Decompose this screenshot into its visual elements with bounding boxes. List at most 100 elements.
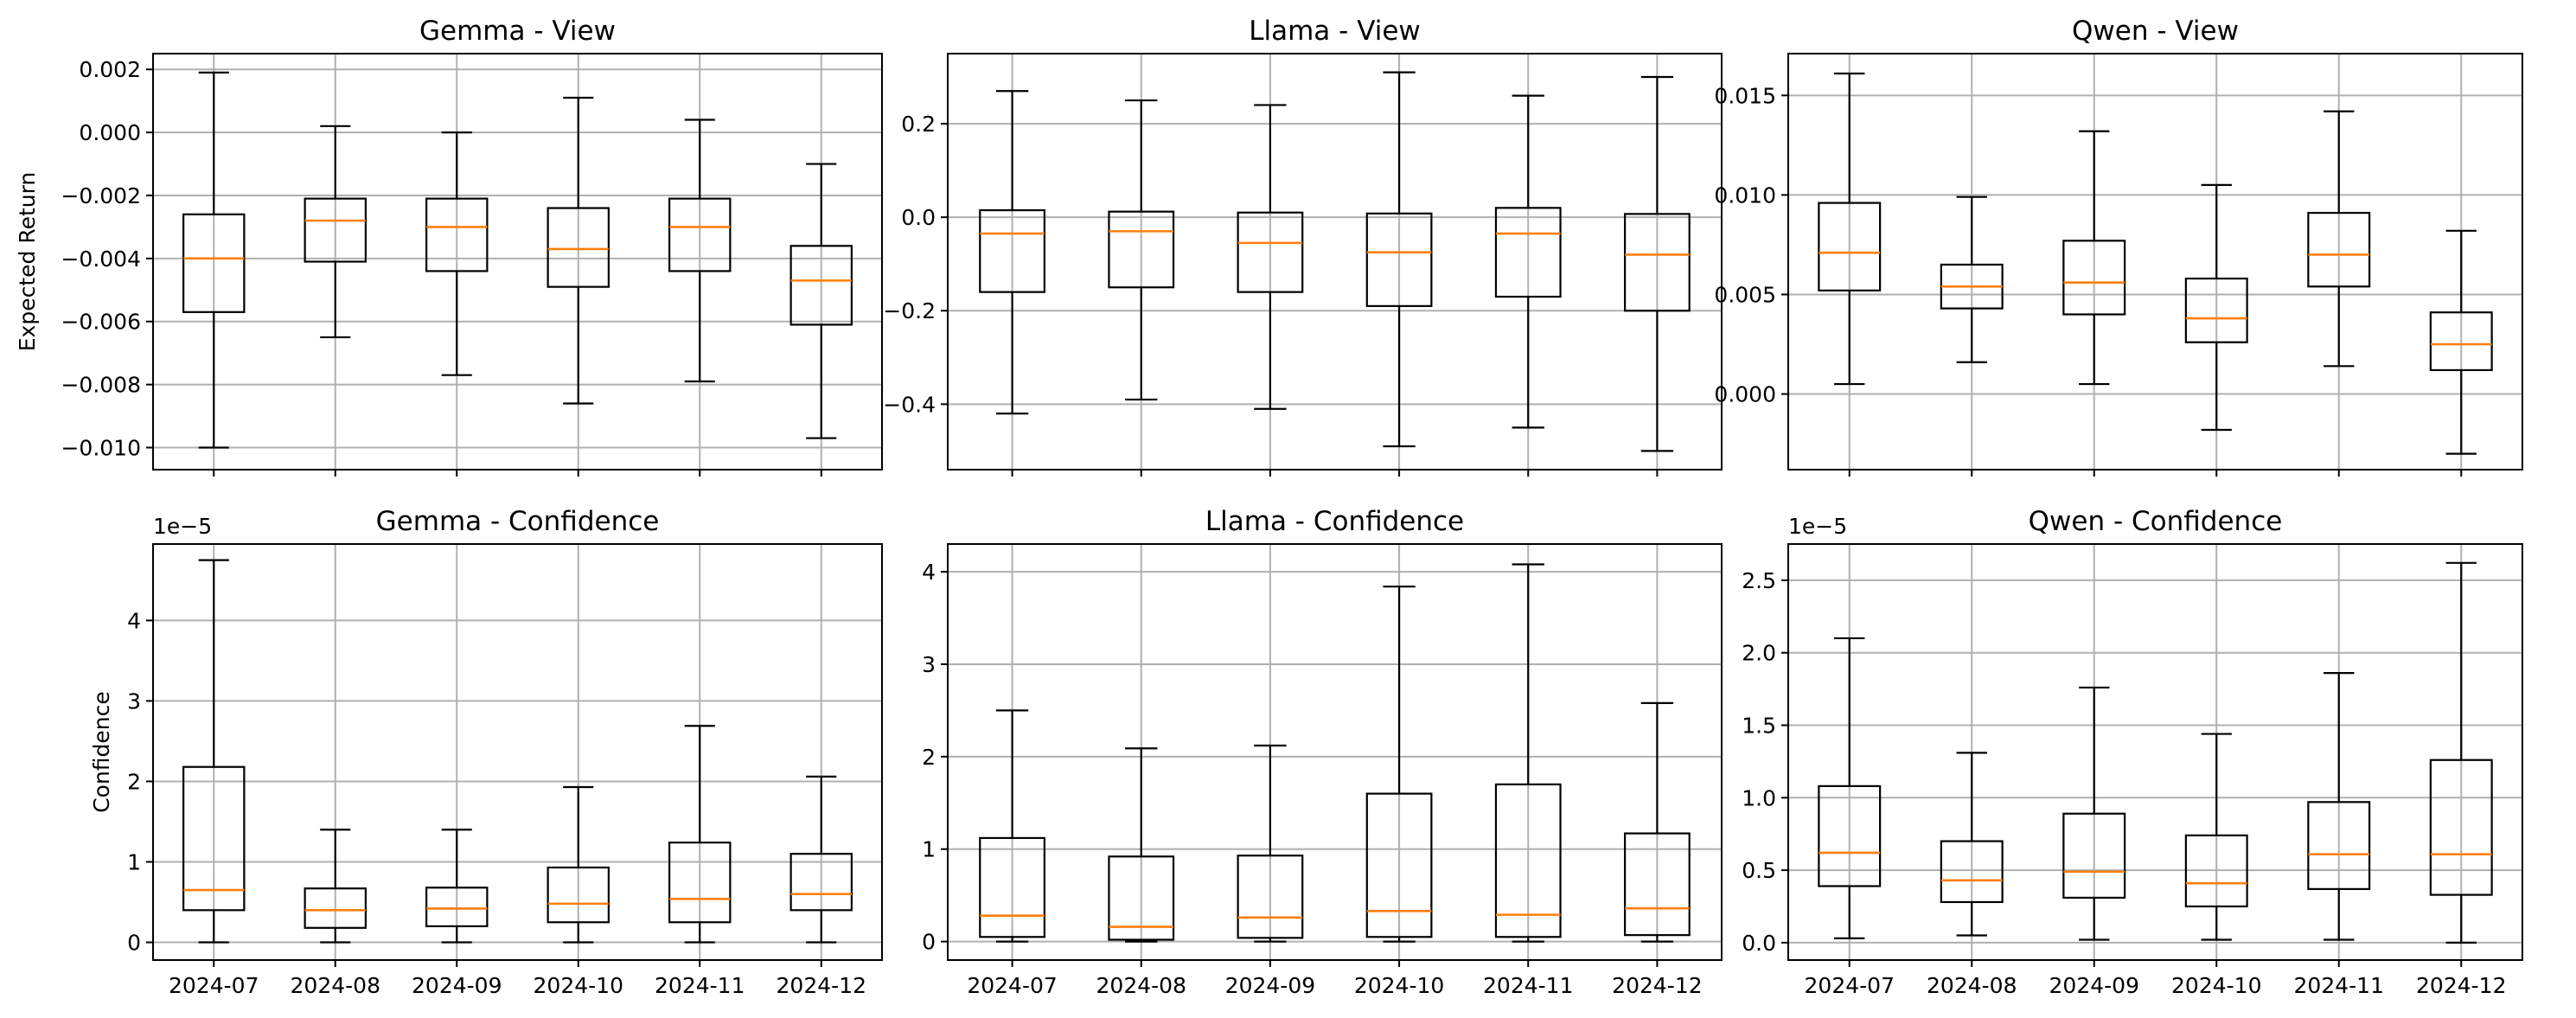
iqr-box: [2307, 801, 2371, 890]
y-tick-label: 0.0: [1742, 931, 1776, 956]
y-offset-label: 1e−5: [153, 514, 212, 539]
iqr-box: [182, 765, 246, 912]
box-2024-08: [1108, 99, 1175, 401]
box-2024-11: [2307, 110, 2371, 368]
box-2024-12: [1624, 75, 1691, 452]
box-2024-07: [1818, 72, 1882, 386]
y-tick-label: 4: [922, 560, 936, 585]
iqr-box: [1108, 210, 1175, 289]
box-2024-07: [1818, 637, 1882, 939]
y-tick-label: −0.010: [61, 435, 141, 460]
iqr-box: [2184, 277, 2248, 343]
box-2024-09: [425, 829, 489, 944]
iqr-box: [547, 207, 610, 288]
subplot-3: 0.000 0.005 0.010 0.015 Qwen - View: [1714, 16, 2523, 477]
iqr-box: [425, 197, 489, 272]
y-axis-label: Confidence: [89, 691, 114, 813]
iqr-box: [1940, 840, 2004, 904]
iqr-box: [304, 197, 367, 263]
x-tick-label: 2024-10: [1354, 973, 1444, 998]
axes-frame: [1787, 543, 2523, 961]
y-tick-label: −0.002: [61, 183, 141, 208]
x-tick-label: 2024-08: [1096, 973, 1186, 998]
y-tick-label: 0.015: [1714, 83, 1776, 108]
box-2024-12: [2429, 561, 2493, 944]
box-2024-10: [2184, 183, 2248, 432]
y-tick-label: 0.002: [79, 57, 141, 82]
x-tick-label: 2024-10: [534, 973, 623, 998]
subplot-title: Qwen - Confidence: [2029, 506, 2283, 537]
box-2024-08: [1940, 752, 2004, 937]
box-2024-12: [789, 163, 853, 439]
x-tick-label: 2024-11: [1483, 973, 1573, 998]
iqr-box: [789, 245, 853, 326]
x-tick-label: 2024-09: [2049, 973, 2139, 998]
y-tick-label: 1: [127, 849, 141, 874]
y-tick-label: 0: [922, 930, 936, 955]
iqr-box: [668, 197, 732, 272]
subplot-4: 0 1 2 3 4 2024-07 2024-08 2024-09 2024-10 2024-11…: [89, 506, 883, 998]
box-2024-12: [789, 775, 853, 944]
iqr-box: [1365, 792, 1433, 938]
axes-frame: [947, 53, 1723, 471]
iqr-box: [979, 836, 1045, 938]
box-2024-11: [1494, 563, 1562, 943]
y-tick-label: 1: [922, 837, 936, 862]
y-tick-label: 0.000: [79, 120, 141, 145]
y-tick-label: −0.2: [883, 298, 936, 323]
x-tick-label: 2024-07: [967, 973, 1057, 998]
axes-frame: [152, 543, 883, 961]
box-2024-11: [668, 725, 732, 944]
y-tick-label: 3: [922, 652, 936, 677]
y-tick-label: 2.5: [1742, 568, 1776, 593]
box-2024-08: [304, 829, 367, 944]
iqr-box: [1108, 855, 1175, 941]
box-2024-09: [425, 131, 489, 376]
x-tick-label: 2024-07: [169, 973, 259, 998]
y-tick-label: 0.5: [1742, 858, 1776, 883]
y-tick-label: −0.008: [61, 373, 141, 398]
iqr-box: [1818, 784, 1882, 887]
x-tick-label: 2024-12: [1612, 973, 1702, 998]
box-2024-08: [304, 125, 367, 339]
box-2024-08: [1108, 747, 1175, 943]
iqr-box: [425, 887, 489, 928]
box-2024-12: [1624, 701, 1691, 943]
subplot-title: Qwen - View: [2072, 16, 2239, 47]
iqr-box: [304, 887, 367, 929]
box-2024-11: [668, 118, 732, 383]
box-2024-09: [1237, 744, 1304, 943]
iqr-box: [2062, 812, 2126, 900]
y-offset-label: 1e−5: [1788, 514, 1847, 539]
subplot-6: 0.0 0.5 1.0 1.5 2.0 2.5 2024-07 2024-08 2024-09 2…: [1742, 506, 2523, 998]
iqr-box: [1624, 832, 1691, 937]
x-tick-label: 2024-10: [2171, 973, 2261, 998]
y-tick-label: 0.000: [1714, 382, 1776, 407]
box-2024-08: [1940, 195, 2004, 363]
subplot-title: Llama - Confidence: [1205, 506, 1464, 537]
box-2024-09: [2062, 686, 2126, 941]
box-2024-12: [2429, 229, 2493, 455]
y-tick-label: 0.005: [1714, 282, 1776, 307]
iqr-box: [2307, 212, 2371, 288]
y-tick-label: 0.0: [901, 205, 936, 230]
y-tick-label: 1.5: [1742, 713, 1776, 738]
iqr-box: [2062, 240, 2126, 316]
x-tick-label: 2024-12: [2416, 973, 2506, 998]
iqr-box: [1237, 855, 1304, 939]
subplot-title: Gemma - View: [419, 16, 616, 47]
subplot-title: Llama - View: [1249, 16, 1421, 47]
x-tick-label: 2024-12: [777, 973, 866, 998]
box-2024-07: [182, 71, 246, 449]
iqr-box: [789, 853, 853, 912]
y-tick-label: 2: [922, 745, 936, 770]
box-2024-09: [2062, 130, 2126, 386]
subplot-title: Gemma - Confidence: [376, 506, 660, 537]
iqr-box: [2429, 759, 2493, 896]
iqr-box: [1237, 211, 1304, 293]
iqr-box: [668, 842, 732, 924]
y-tick-label: 0.010: [1714, 182, 1776, 208]
y-axis-label: Expected Return: [15, 172, 40, 352]
y-tick-label: 3: [127, 688, 141, 714]
x-tick-label: 2024-11: [2294, 973, 2384, 998]
